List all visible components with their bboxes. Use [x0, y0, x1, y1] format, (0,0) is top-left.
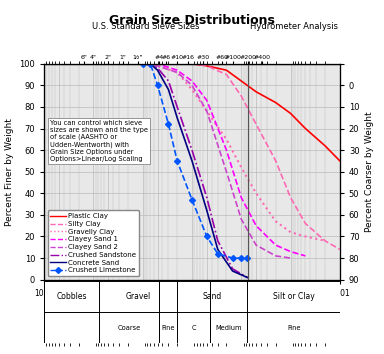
Text: Coarse: Coarse [118, 325, 141, 331]
FancyBboxPatch shape [44, 281, 340, 343]
Text: Fine: Fine [287, 325, 300, 331]
X-axis label: Grain Size in Millimeters: Grain Size in Millimeters [120, 301, 264, 310]
Text: Medium: Medium [216, 325, 242, 331]
Text: U.S. Standard Sieve Sizes: U.S. Standard Sieve Sizes [92, 22, 200, 32]
Text: Sand: Sand [203, 292, 222, 301]
Text: Hydrometer Analysis: Hydrometer Analysis [250, 22, 338, 32]
Legend: Plastic Clay, Silty Clay, Gravelly Clay, Clayey Sand 1, Clayey Sand 2, Crushed S: Plastic Clay, Silty Clay, Gravelly Clay,… [48, 211, 139, 276]
Y-axis label: Percent Finer by Weight: Percent Finer by Weight [5, 118, 14, 225]
Text: Gravel: Gravel [126, 292, 151, 301]
Text: You can control which sieve
sizes are shown and the type
of scale (AASHTO or
Udd: You can control which sieve sizes are sh… [50, 120, 148, 162]
Text: Silt or Clay: Silt or Clay [273, 292, 314, 301]
Text: Grain Size Distributions: Grain Size Distributions [109, 14, 275, 27]
Text: Fine: Fine [161, 325, 175, 331]
Text: Cobbles: Cobbles [56, 292, 87, 301]
Text: C: C [192, 325, 196, 331]
Y-axis label: Percent Coarser by Weight: Percent Coarser by Weight [365, 112, 374, 232]
